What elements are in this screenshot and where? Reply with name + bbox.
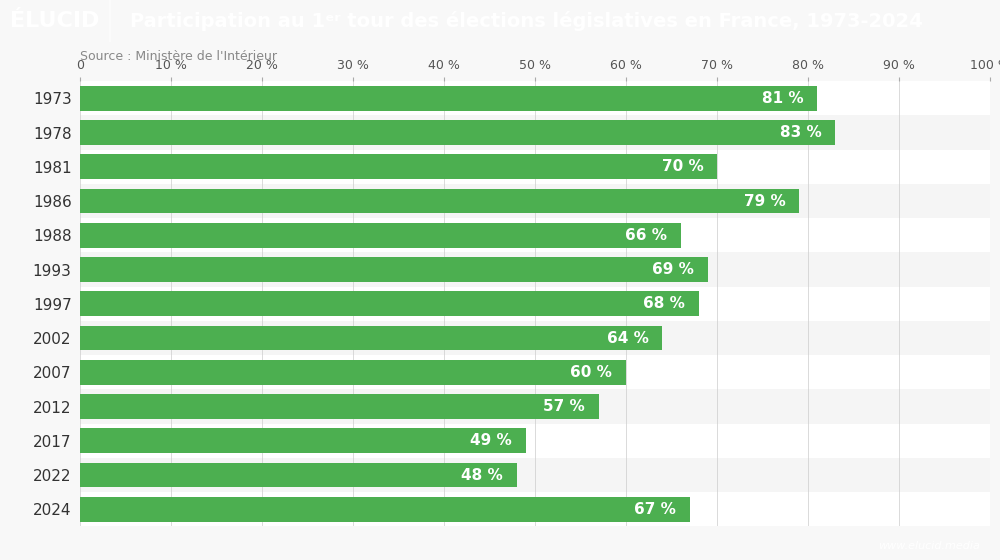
Text: 66 %: 66 % [625,228,667,243]
Text: 67 %: 67 % [634,502,676,517]
Bar [80,218,990,253]
Text: 60 %: 60 % [570,365,612,380]
Bar [80,81,990,115]
Bar [80,150,990,184]
Bar [80,394,599,419]
Text: 83 %: 83 % [780,125,822,140]
Bar [80,287,990,321]
Bar [80,253,990,287]
Bar [80,492,990,526]
Bar [80,291,699,316]
Bar [80,189,799,213]
Text: 79 %: 79 % [744,194,785,208]
Bar [80,428,526,453]
Bar [80,355,990,389]
Bar [80,321,990,355]
Bar [80,155,717,179]
Text: Source : Ministère de l'Intérieur: Source : Ministère de l'Intérieur [80,49,277,63]
Text: 64 %: 64 % [607,330,649,346]
Bar [80,463,517,487]
Bar [80,424,990,458]
Text: 57 %: 57 % [543,399,585,414]
Text: 81 %: 81 % [762,91,803,106]
Text: Participation au 1ᵉʳ tour des élections législatives en France, 1973-2024: Participation au 1ᵉʳ tour des élections … [130,11,923,31]
Bar [80,184,990,218]
Bar [80,257,708,282]
Bar [80,86,817,111]
Text: 49 %: 49 % [471,433,512,449]
Bar [80,115,990,150]
Text: 70 %: 70 % [662,159,703,174]
Bar [80,458,990,492]
Bar [80,389,990,424]
Bar [80,120,835,145]
Bar [80,223,681,248]
Text: 69 %: 69 % [652,262,694,277]
Text: www.elucid.media: www.elucid.media [878,541,980,551]
Text: 68 %: 68 % [643,296,685,311]
Bar [80,326,662,351]
Bar [80,360,626,385]
Bar [80,497,690,521]
Text: ÉLUCID: ÉLUCID [10,11,100,31]
Text: 48 %: 48 % [461,468,503,483]
